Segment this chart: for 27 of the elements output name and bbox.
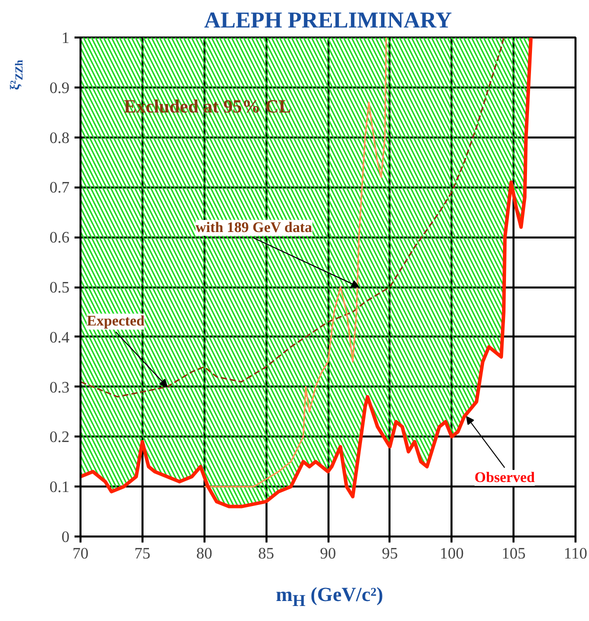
- y-tick-label: 0.3: [50, 379, 70, 396]
- annotation: Expected: [86, 314, 145, 330]
- chart-title: ALEPH PRELIMINARY: [204, 8, 452, 32]
- x-tick-label: 95: [382, 546, 398, 562]
- annotation: Observed: [474, 470, 535, 486]
- y-tick-label: 0.8: [50, 130, 70, 147]
- y-tick-label: 0.7: [50, 180, 70, 197]
- x-tick-label: 105: [502, 546, 526, 562]
- annotation: with 189 GeV data: [196, 220, 313, 236]
- y-tick-label: 0.2: [50, 429, 70, 446]
- y-tick-label: 0.5: [50, 280, 70, 296]
- y-tick-label: 0: [62, 529, 70, 546]
- line-series: [80, 38, 533, 508]
- y-tick-label: 0.9: [50, 80, 70, 97]
- x-tick-label: 100: [440, 546, 464, 562]
- line-series: [80, 38, 504, 398]
- x-tick-label: 90: [320, 546, 336, 562]
- y-tick-label: 1: [62, 30, 70, 47]
- x-axis-title: m$_{H}$ (GeV/c²): [274, 583, 384, 612]
- x-tick-label: 70: [72, 546, 88, 562]
- y-tick-label: 0.6: [50, 230, 70, 247]
- y-tick-label: 0.1: [50, 479, 70, 496]
- x-tick-label: 75: [134, 546, 150, 562]
- x-tick-label: 85: [258, 546, 274, 562]
- x-tick-label: 110: [564, 546, 588, 562]
- x-tick-label: 80: [196, 546, 212, 562]
- y-tick-label: 0.4: [50, 329, 70, 346]
